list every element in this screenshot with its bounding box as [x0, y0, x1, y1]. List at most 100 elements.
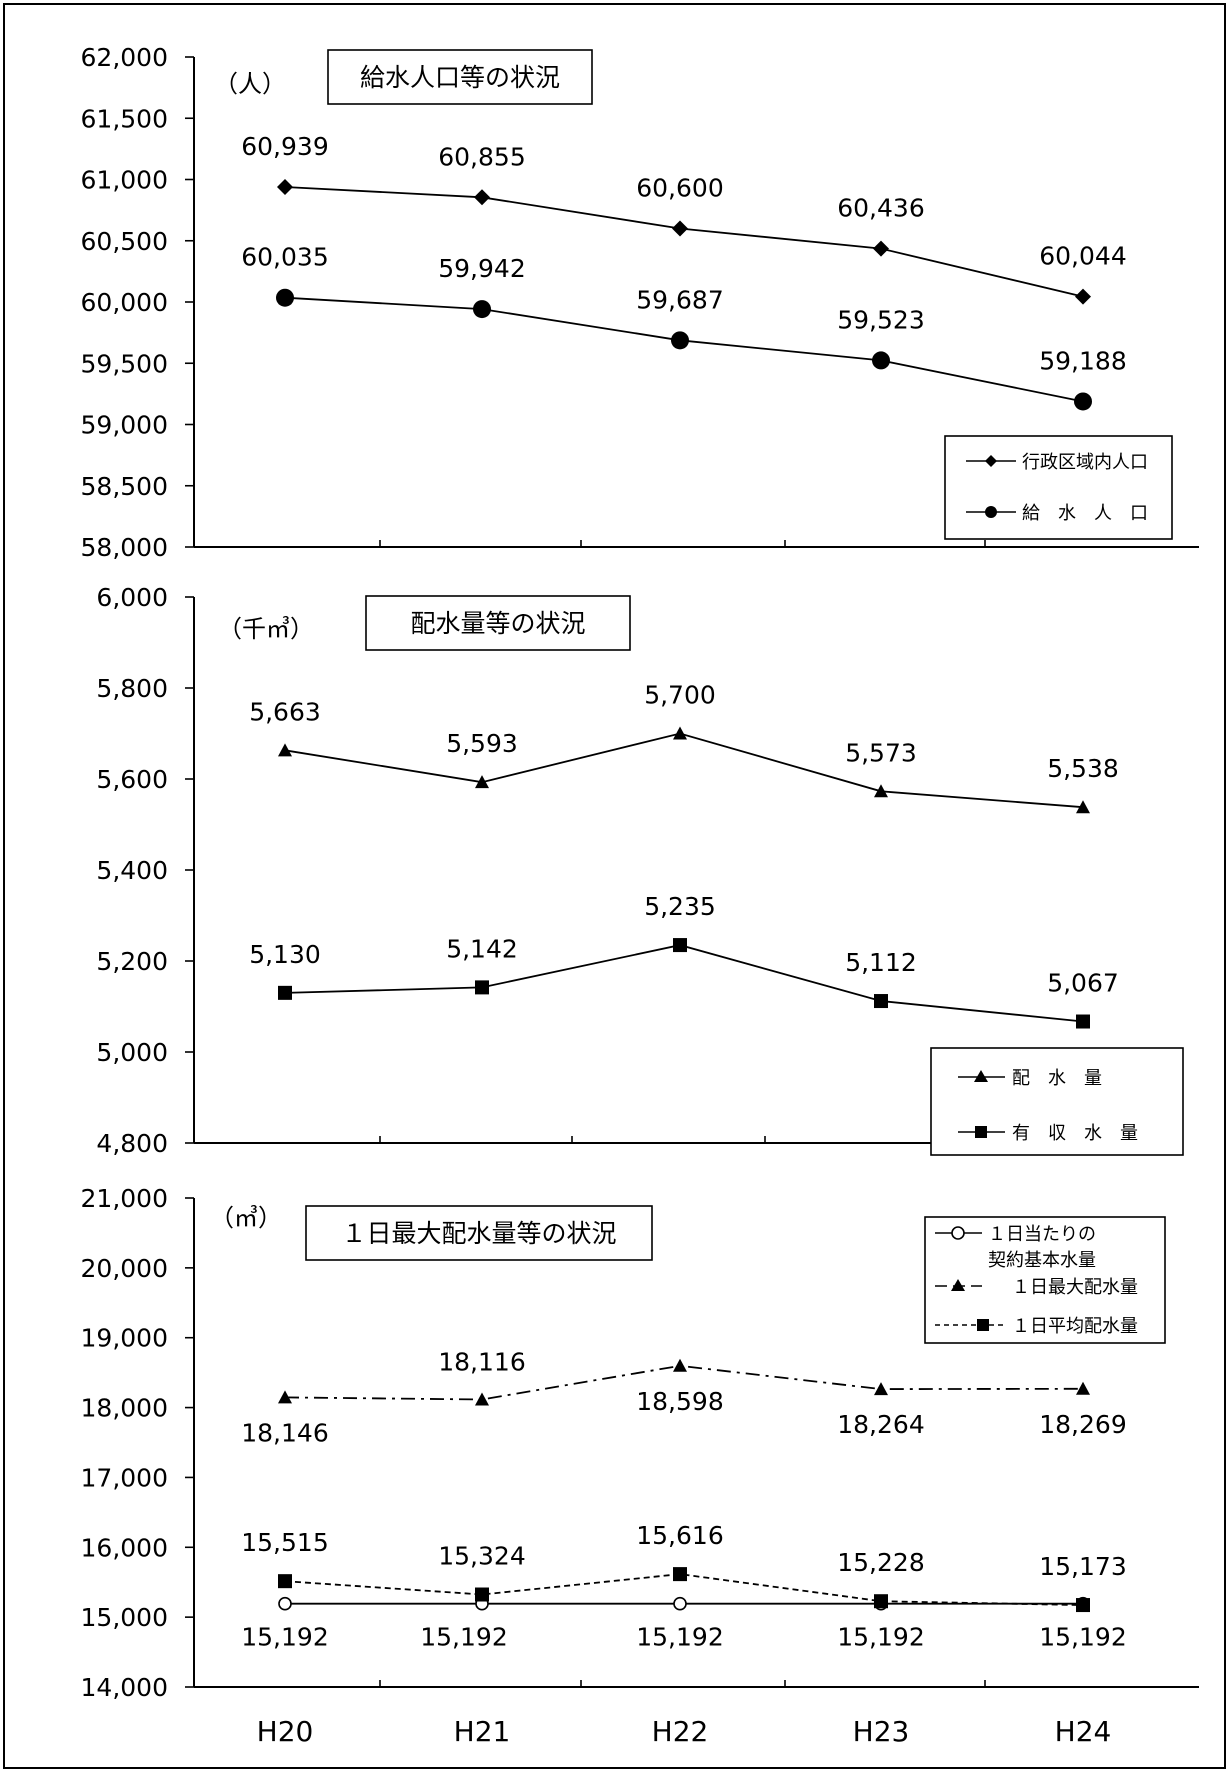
- y-tick-label: 58,500: [81, 472, 168, 501]
- data-label: 5,067: [1047, 969, 1119, 998]
- legend-label-1a: １日当たりの: [988, 1224, 1096, 1245]
- data-point: [874, 994, 888, 1009]
- data-point: [475, 1392, 489, 1406]
- data-point: [872, 351, 890, 370]
- data-point: [277, 178, 293, 195]
- data-label: 5,235: [644, 892, 716, 921]
- legend-marker-open-circle: [951, 1226, 965, 1240]
- y-tick-label: 19,000: [81, 1324, 168, 1353]
- data-point: [1076, 800, 1090, 814]
- legend-label-1b: 契約基本水量: [988, 1250, 1096, 1271]
- series-layer: 60,939 60,855 60,600 60,436 60,044 60,035 59,9…: [241, 132, 1127, 411]
- data-label: 18,269: [1039, 1410, 1126, 1439]
- data-point: [673, 1567, 687, 1582]
- data-label: 18,116: [438, 1347, 525, 1376]
- legend-label-3: １日平均配水量: [1012, 1316, 1138, 1337]
- data-point: [1076, 1598, 1090, 1613]
- legend-box: [930, 1047, 1184, 1156]
- data-label: 5,112: [845, 948, 917, 977]
- series-layer: 5,663 5,593 5,700 5,573 5,538 5,130 5,142 5,235…: [249, 681, 1119, 1029]
- x-tick-label: H24: [1055, 1715, 1112, 1748]
- data-point: [874, 784, 888, 798]
- data-label: 5,130: [249, 940, 321, 969]
- data-label: 15,192: [1039, 1623, 1126, 1652]
- legend-marker-triangle: [951, 1279, 965, 1291]
- data-label: 5,663: [249, 697, 321, 726]
- chart-title: 給水人口等の状況: [360, 63, 560, 92]
- y-ticks: 6,000 5,800 5,600 5,400 5,200 5,000 4,800: [96, 583, 194, 1158]
- legend-label-2: 給 水 人 口: [1022, 503, 1148, 524]
- series-line: [284, 944, 1084, 1023]
- data-point: [473, 300, 491, 319]
- data-point: [1076, 1014, 1090, 1029]
- legend-marker-diamond: [985, 455, 997, 467]
- data-point: [276, 288, 294, 307]
- legend-marker-triangle: [974, 1070, 988, 1082]
- data-label: 15,173: [1039, 1552, 1126, 1581]
- data-label: 60,436: [837, 194, 924, 223]
- chart-3: 21,000 20,000 19,000 18,000 17,000 16,000 15,0…: [81, 1184, 1199, 1748]
- data-point: [278, 1574, 292, 1589]
- y-tick-label: 5,000: [96, 1038, 168, 1067]
- data-point: [475, 980, 489, 995]
- y-tick-label: 17,000: [81, 1463, 168, 1492]
- series-layer: 15,192 15,192 15,192 15,192 15,192 18,146 18,1…: [241, 1347, 1126, 1651]
- legend-box: [944, 435, 1173, 540]
- chart-title: １日最大配水量等の状況: [341, 1219, 616, 1248]
- data-point: [673, 1358, 687, 1372]
- x-tick-label: H21: [454, 1715, 511, 1748]
- data-point: [673, 726, 687, 740]
- data-point: [278, 985, 292, 1000]
- chart-title-box: [305, 1205, 653, 1261]
- data-label: 18,146: [241, 1418, 328, 1447]
- legend: 行政区域内人口 給 水 人 口: [944, 435, 1173, 540]
- y-tick-label: 5,400: [96, 856, 168, 885]
- data-label: 5,573: [845, 738, 917, 767]
- y-tick-label: 16,000: [81, 1533, 168, 1562]
- data-label: 60,600: [636, 174, 723, 203]
- data-label: 5,593: [446, 729, 518, 758]
- data-label: 59,687: [636, 285, 723, 314]
- figure-border: [3, 3, 1226, 1769]
- data-point: [1075, 288, 1091, 305]
- data-label: 60,939: [241, 132, 328, 161]
- legend: 配 水 量 有 収 水 量: [930, 1047, 1184, 1156]
- data-label: 60,855: [438, 142, 525, 171]
- data-label: 5,142: [446, 934, 518, 963]
- y-tick-label: 60,000: [81, 288, 168, 317]
- chart-title-box: [327, 49, 593, 105]
- data-point: [475, 775, 489, 789]
- data-label: 15,324: [438, 1542, 525, 1571]
- data-label: 15,192: [420, 1623, 507, 1652]
- x-tick-label: H22: [652, 1715, 709, 1748]
- data-point: [673, 1596, 687, 1611]
- data-point: [278, 1390, 292, 1404]
- chart-1: 62,000 61,500 61,000 60,500 60,000 59,500 59,0…: [81, 43, 1199, 562]
- x-ticks: [379, 1136, 957, 1143]
- y-tick-label: 5,600: [96, 765, 168, 794]
- legend-marker-square: [975, 1126, 987, 1138]
- legend-label-2: １日最大配水量: [1012, 1277, 1138, 1298]
- data-label: 59,188: [1039, 346, 1126, 375]
- y-tick-label: 61,500: [81, 104, 168, 133]
- y-tick-label: 59,000: [81, 411, 168, 440]
- data-point: [671, 331, 689, 350]
- y-tick-label: 60,500: [81, 227, 168, 256]
- y-tick-label: 62,000: [81, 43, 168, 72]
- x-ticks: [379, 540, 986, 547]
- y-tick-label: 5,800: [96, 674, 168, 703]
- x-tick-label: H23: [853, 1715, 910, 1748]
- legend-marker-circle: [985, 506, 997, 518]
- data-label: 59,942: [438, 254, 525, 283]
- data-label: 5,700: [644, 681, 716, 710]
- y-tick-label: 61,000: [81, 166, 168, 195]
- data-point: [672, 220, 688, 237]
- y-tick-label: 6,000: [96, 583, 168, 612]
- data-label: 15,192: [241, 1623, 328, 1652]
- data-label: 15,515: [241, 1528, 328, 1557]
- chart-title-box: [365, 595, 631, 651]
- legend-label-2: 有 収 水 量: [1012, 1123, 1138, 1144]
- y-tick-label: 4,800: [96, 1129, 168, 1158]
- data-label: 15,228: [837, 1548, 924, 1577]
- data-label: 15,616: [636, 1521, 723, 1550]
